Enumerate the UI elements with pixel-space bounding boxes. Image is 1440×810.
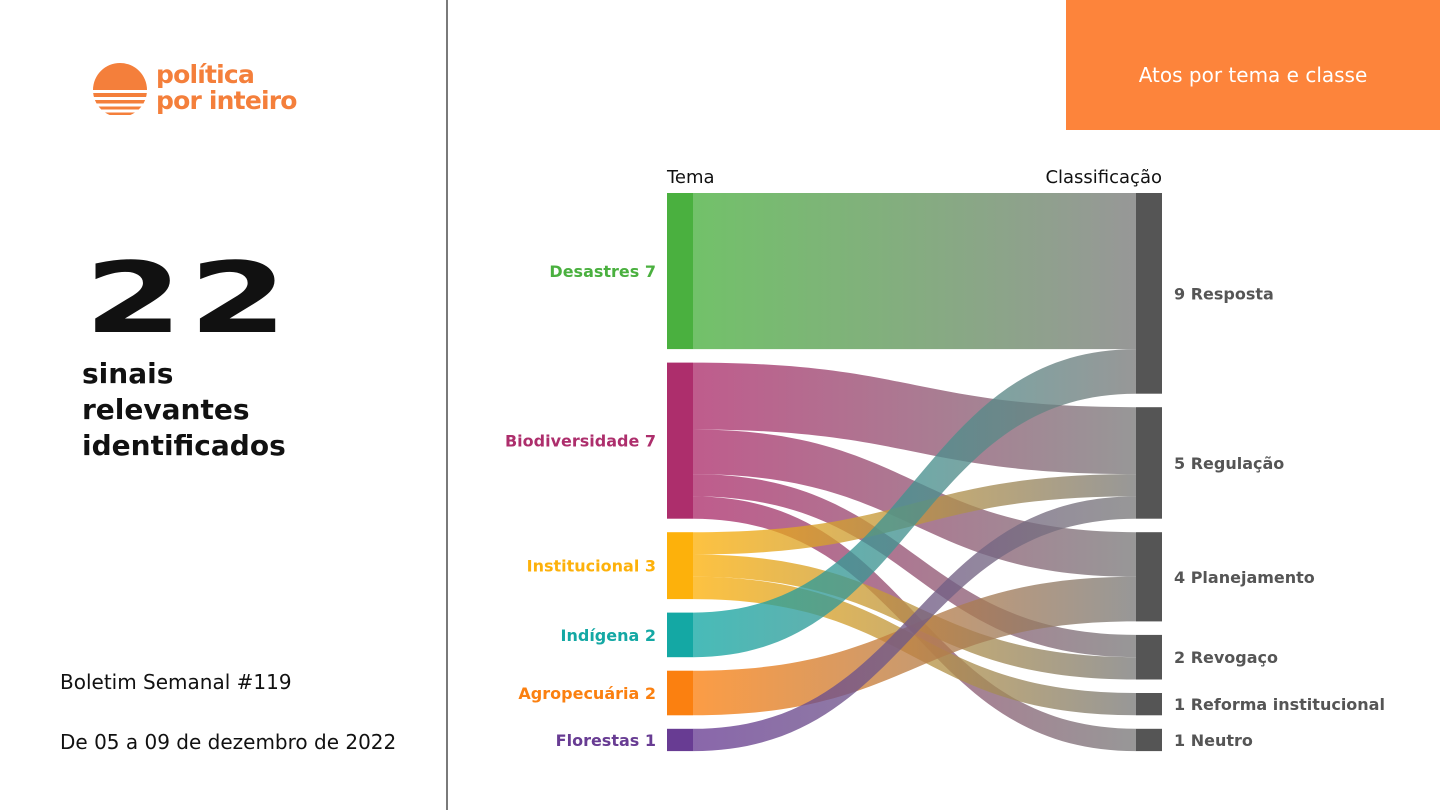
sankey-link-agropecuaria-to-planejamento[interactable] [693, 576, 1136, 716]
left-panel: política por inteiro 22 sinais relevante… [0, 0, 446, 810]
target-node-revogaco[interactable] [1136, 634, 1162, 680]
sankey-link-biodiversidade-to-regulacao[interactable] [693, 362, 1136, 475]
caption-line-3: identificados [82, 429, 286, 462]
target-label-neutro: 1 Neutro [1174, 731, 1253, 750]
source-label-florestas: Florestas 1 [556, 731, 656, 750]
source-node-agropecuaria[interactable] [667, 670, 693, 716]
sankey-link-indigena-to-resposta[interactable] [693, 349, 1136, 658]
sun-logo-icon [93, 63, 147, 115]
source-node-florestas[interactable] [667, 728, 693, 752]
target-label-planejamento: 4 Planejamento [1174, 568, 1315, 587]
sankey-links [693, 193, 1136, 752]
target-node-neutro[interactable] [1136, 728, 1162, 752]
target-label-revogaco: 2 Revogaço [1174, 648, 1278, 667]
source-label-biodiversidade: Biodiversidade 7 [505, 432, 656, 451]
target-node-reforma-institucional[interactable] [1136, 693, 1162, 716]
source-node-biodiversidade[interactable] [667, 362, 693, 519]
caption-line-2: relevantes [82, 393, 250, 426]
chart-header-title: Atos por tema e classe [1138, 63, 1368, 87]
signals-caption: sinais relevantes identificados [82, 356, 402, 464]
source-label-desastres: Desastres 7 [549, 262, 656, 281]
sankey-link-desastres-to-resposta[interactable] [693, 193, 1136, 350]
bulletin-date-range: De 05 a 09 de dezembro de 2022 [60, 730, 397, 754]
brand-line-1: política [156, 60, 255, 89]
chart-header: Atos por tema e classe [1066, 0, 1440, 130]
source-node-desastres[interactable] [667, 193, 693, 350]
target-node-resposta[interactable] [1136, 193, 1162, 394]
target-node-planejamento[interactable] [1136, 532, 1162, 622]
sankey-link-biodiversidade-to-revogaco[interactable] [693, 474, 1136, 658]
target-label-regulacao: 5 Regulação [1174, 454, 1284, 473]
target-label-resposta: 9 Resposta [1174, 284, 1274, 303]
signals-count: 22 [84, 242, 294, 356]
target-node-regulacao[interactable] [1136, 407, 1162, 519]
panel-divider [446, 0, 448, 810]
source-label-indigena: Indígena 2 [561, 626, 656, 645]
right-axis-label: Classificação [1045, 167, 1162, 188]
sankey-chart: Desastres 7 Biodiversidade 7 Institucional… [505, 167, 1385, 752]
left-axis-label: Tema [666, 167, 715, 188]
brand-wordmark: política por inteiro [156, 62, 297, 114]
source-label-agropecuaria: Agropecuária 2 [518, 684, 656, 703]
brand-line-2: por inteiro [156, 86, 297, 115]
source-label-institucional: Institucional 3 [527, 557, 656, 576]
sankey-link-florestas-to-regulacao[interactable] [693, 496, 1136, 752]
brand-logo[interactable]: política por inteiro [92, 62, 332, 122]
bulletin-title: Boletim Semanal #119 [60, 670, 292, 694]
source-node-institucional[interactable] [667, 532, 693, 600]
source-node-indigena[interactable] [667, 612, 693, 658]
target-label-reforma-institucional: 1 Reforma institucional [1174, 695, 1385, 714]
caption-line-1: sinais [82, 357, 174, 390]
